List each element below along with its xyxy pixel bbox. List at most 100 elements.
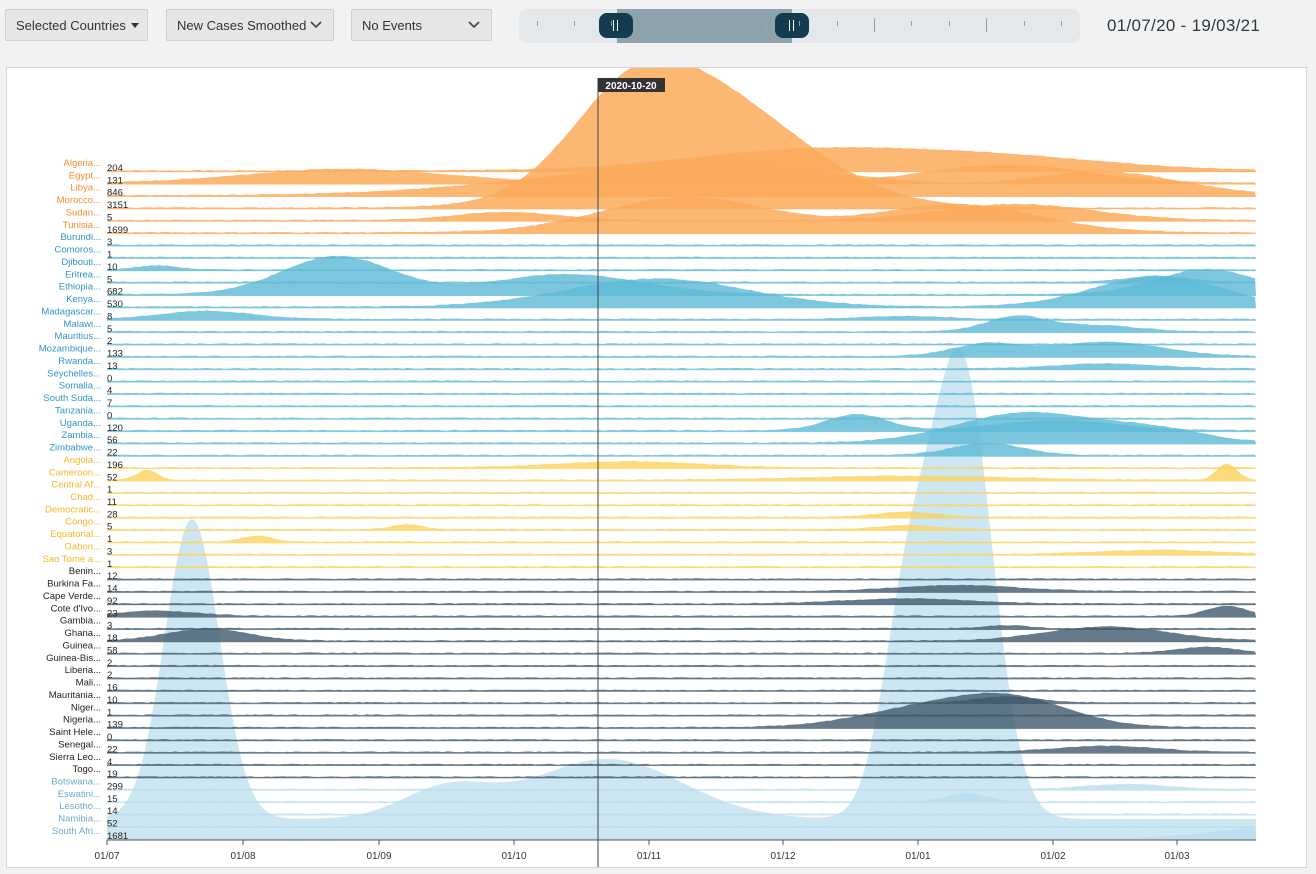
- row-label[interactable]: Sudan...: [66, 207, 101, 218]
- ridge-area-egypt[interactable]: [107, 164, 1256, 185]
- date-range-selection[interactable]: [617, 9, 792, 43]
- ridge-area-burundi[interactable]: [107, 244, 1256, 247]
- ridge-area-southsuda[interactable]: [107, 405, 1256, 408]
- row-label[interactable]: Comoros...: [55, 245, 101, 256]
- row-label[interactable]: Democratic...: [45, 504, 101, 515]
- row-label[interactable]: South Suda...: [43, 393, 101, 404]
- row-label[interactable]: Angola...: [64, 455, 102, 466]
- ridge-area-mauritania[interactable]: [107, 696, 1256, 704]
- ridge-area-comoros[interactable]: [107, 256, 1256, 259]
- range-start-handle[interactable]: [599, 13, 633, 38]
- row-label[interactable]: Lesotho...: [59, 801, 101, 812]
- country-selector-dropdown[interactable]: Selected Countries: [5, 9, 148, 41]
- row-label[interactable]: Tanzania...: [55, 405, 101, 416]
- ridge-area-tanzania[interactable]: [107, 417, 1256, 420]
- row-label[interactable]: Morocco...: [57, 195, 101, 206]
- row-label[interactable]: Somalia...: [59, 381, 101, 392]
- row-label[interactable]: Mauritania...: [49, 690, 101, 701]
- row-label[interactable]: Rwanda...: [58, 356, 101, 367]
- row-label[interactable]: Saint Hele...: [49, 727, 101, 738]
- ridge-area-saotomea[interactable]: [107, 565, 1256, 568]
- ridge-area-cameroon[interactable]: [107, 463, 1256, 482]
- ridge-area-senegal[interactable]: [107, 745, 1256, 754]
- ridge-area-malawi[interactable]: [107, 315, 1256, 333]
- ridge-area-djibouti[interactable]: [107, 265, 1256, 271]
- row-label[interactable]: South Afri...: [52, 826, 101, 837]
- row-label[interactable]: Egypt...: [69, 170, 101, 181]
- ridge-area-gabon[interactable]: [107, 549, 1256, 556]
- ridge-area-kenya[interactable]: [107, 276, 1256, 309]
- ridge-area-equatorial[interactable]: [107, 535, 1256, 544]
- ridge-area-ethiopia[interactable]: [107, 255, 1256, 296]
- row-label[interactable]: Cameroon...: [49, 467, 101, 478]
- ridge-area-zimbabwe[interactable]: [107, 442, 1256, 457]
- ridge-area-burkinafa[interactable]: [107, 584, 1256, 593]
- ridge-area-lesotho[interactable]: [107, 813, 1256, 816]
- range-end-handle[interactable]: [775, 13, 809, 38]
- row-label[interactable]: Chad...: [70, 492, 101, 503]
- ridge-area-botswana[interactable]: [107, 783, 1256, 791]
- ridge-area-sainthele[interactable]: [107, 739, 1256, 742]
- ridge-area-southafri[interactable]: [107, 828, 1256, 840]
- ridge-area-togo[interactable]: [107, 776, 1256, 779]
- ridge-area-cotedivo[interactable]: [107, 605, 1256, 618]
- ridge-area-guinea[interactable]: [107, 646, 1256, 655]
- row-label[interactable]: Kenya...: [66, 294, 101, 305]
- row-label[interactable]: Mali...: [76, 678, 101, 689]
- row-label[interactable]: Equatorial...: [50, 529, 101, 540]
- date-range-slider[interactable]: [519, 9, 1080, 43]
- row-label[interactable]: Congo...: [65, 517, 101, 528]
- row-label[interactable]: Botswana...: [51, 777, 101, 788]
- ridge-area-capeverde[interactable]: [107, 598, 1256, 605]
- row-label[interactable]: Zambia...: [61, 430, 101, 441]
- ridge-area-congo[interactable]: [107, 523, 1256, 531]
- row-label[interactable]: Senegal...: [58, 739, 101, 750]
- row-label[interactable]: Ethiopia...: [59, 282, 101, 293]
- metric-selector-dropdown[interactable]: New Cases Smoothed: [166, 9, 334, 41]
- row-label[interactable]: Malawi...: [64, 319, 101, 330]
- ridge-area-somalia[interactable]: [107, 392, 1256, 395]
- row-label[interactable]: Benin...: [69, 566, 101, 577]
- ridge-area-mauritius[interactable]: [107, 343, 1256, 346]
- ridge-area-zambia[interactable]: [107, 411, 1256, 445]
- row-label[interactable]: Algeria...: [64, 158, 102, 169]
- row-label[interactable]: Guinea...: [62, 640, 101, 651]
- ridge-area-seychelles[interactable]: [107, 380, 1256, 383]
- ridge-area-nigeria[interactable]: [107, 692, 1256, 729]
- ridge-area-centralaf[interactable]: [107, 491, 1256, 494]
- row-label[interactable]: Tunisia...: [63, 220, 101, 231]
- ridge-area-tunisia[interactable]: [107, 197, 1256, 234]
- row-label[interactable]: Cape Verde...: [43, 591, 101, 602]
- row-label[interactable]: Madagascar...: [41, 306, 101, 317]
- ridge-area-mozambique[interactable]: [107, 341, 1256, 358]
- ridge-area-benin[interactable]: [107, 578, 1256, 581]
- ridge-area-morocco[interactable]: [107, 68, 1256, 210]
- row-label[interactable]: Zimbabwe...: [49, 443, 101, 454]
- row-label[interactable]: Mozambique...: [39, 344, 101, 355]
- row-label[interactable]: Burkina Fa...: [47, 579, 101, 590]
- row-label[interactable]: Sierra Leo...: [49, 752, 101, 763]
- ridge-area-mali[interactable]: [107, 689, 1256, 692]
- ridge-area-eswatini[interactable]: [107, 793, 1256, 803]
- row-label[interactable]: Niger...: [71, 702, 101, 713]
- row-label[interactable]: Burundi...: [60, 232, 101, 243]
- row-label[interactable]: Nigeria...: [63, 715, 101, 726]
- row-label[interactable]: Eritrea...: [65, 269, 101, 280]
- row-label[interactable]: Central Af...: [51, 480, 101, 491]
- row-label[interactable]: Gabon...: [65, 541, 101, 552]
- row-label[interactable]: Cote d'Ivo...: [51, 603, 101, 614]
- ridge-area-liberia[interactable]: [107, 677, 1256, 680]
- row-label[interactable]: Mauritius...: [55, 331, 101, 342]
- ridge-area-namibia[interactable]: [107, 825, 1256, 828]
- row-label[interactable]: Seychelles...: [47, 368, 101, 379]
- ridge-area-angola[interactable]: [107, 460, 1256, 469]
- row-label[interactable]: Eswatini...: [58, 789, 101, 800]
- ridge-area-guineabis[interactable]: [107, 664, 1256, 667]
- row-label[interactable]: Namibia...: [58, 814, 101, 825]
- ridge-area-gambia[interactable]: [107, 625, 1256, 630]
- ridge-area-ghana[interactable]: [107, 626, 1256, 643]
- row-label[interactable]: Djibouti...: [61, 257, 101, 268]
- row-label[interactable]: Ghana...: [65, 628, 101, 639]
- row-label[interactable]: Uganda...: [60, 418, 101, 429]
- row-label[interactable]: Gambia...: [60, 616, 101, 627]
